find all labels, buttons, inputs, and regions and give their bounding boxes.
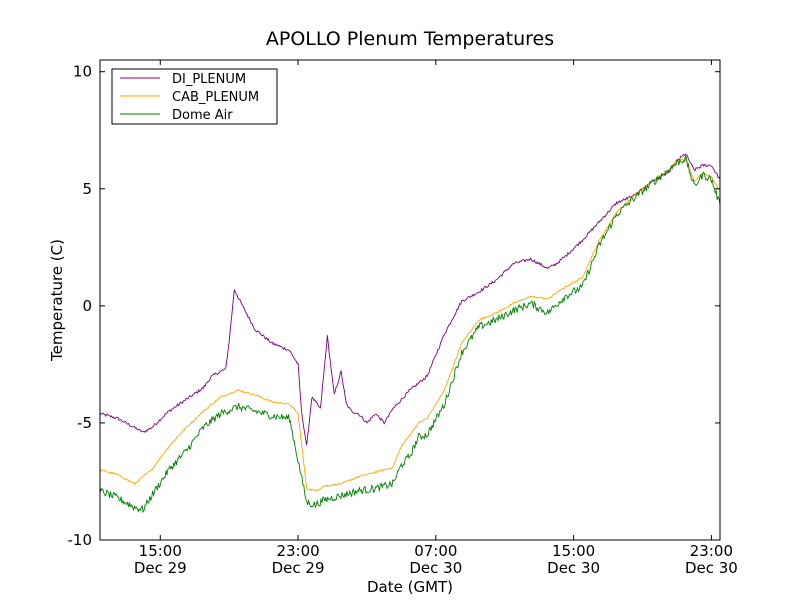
legend: DI_PLENUM CAB_PLENUM Dome Air [111, 68, 278, 125]
series-layer [99, 153, 721, 514]
series-line-di-plenum [99, 153, 721, 446]
x-tick-date-label: Dec 29 [134, 559, 187, 577]
y-tick-label: 5 [82, 180, 92, 198]
y-tick-label: 0 [82, 297, 92, 315]
plot-frame [99, 59, 721, 541]
y-tick-label: -5 [77, 414, 92, 432]
y-tick-label: 10 [73, 63, 92, 81]
series-line-cab-plenum [99, 156, 721, 492]
series-line-dome-air [99, 154, 721, 514]
x-tick-time-label: 07:00 [414, 542, 457, 560]
x-tick-time-label: 15:00 [139, 542, 182, 560]
chart-title: APOLLO Plenum Temperatures [266, 28, 554, 50]
y-tick-label: -10 [68, 531, 93, 549]
x-tick-date-label: Dec 30 [409, 559, 462, 577]
x-axis-label: Date (GMT) [367, 578, 453, 596]
x-tick-date-label: Dec 30 [547, 559, 600, 577]
x-tick-time-label: 23:00 [690, 542, 733, 560]
x-tick-time-label: 15:00 [552, 542, 595, 560]
x-tick-date-label: Dec 30 [685, 559, 738, 577]
legend-label-di-plenum: DI_PLENUM [172, 72, 246, 87]
y-axis-label: Temperature (C) [48, 239, 66, 362]
y-axis: 10 5 0 -5 -10 [68, 63, 720, 549]
legend-label-dome-air: Dome Air [172, 108, 233, 123]
x-tick-date-label: Dec 29 [272, 559, 325, 577]
x-tick-time-label: 23:00 [276, 542, 319, 560]
legend-label-cab-plenum: CAB_PLENUM [172, 90, 259, 105]
